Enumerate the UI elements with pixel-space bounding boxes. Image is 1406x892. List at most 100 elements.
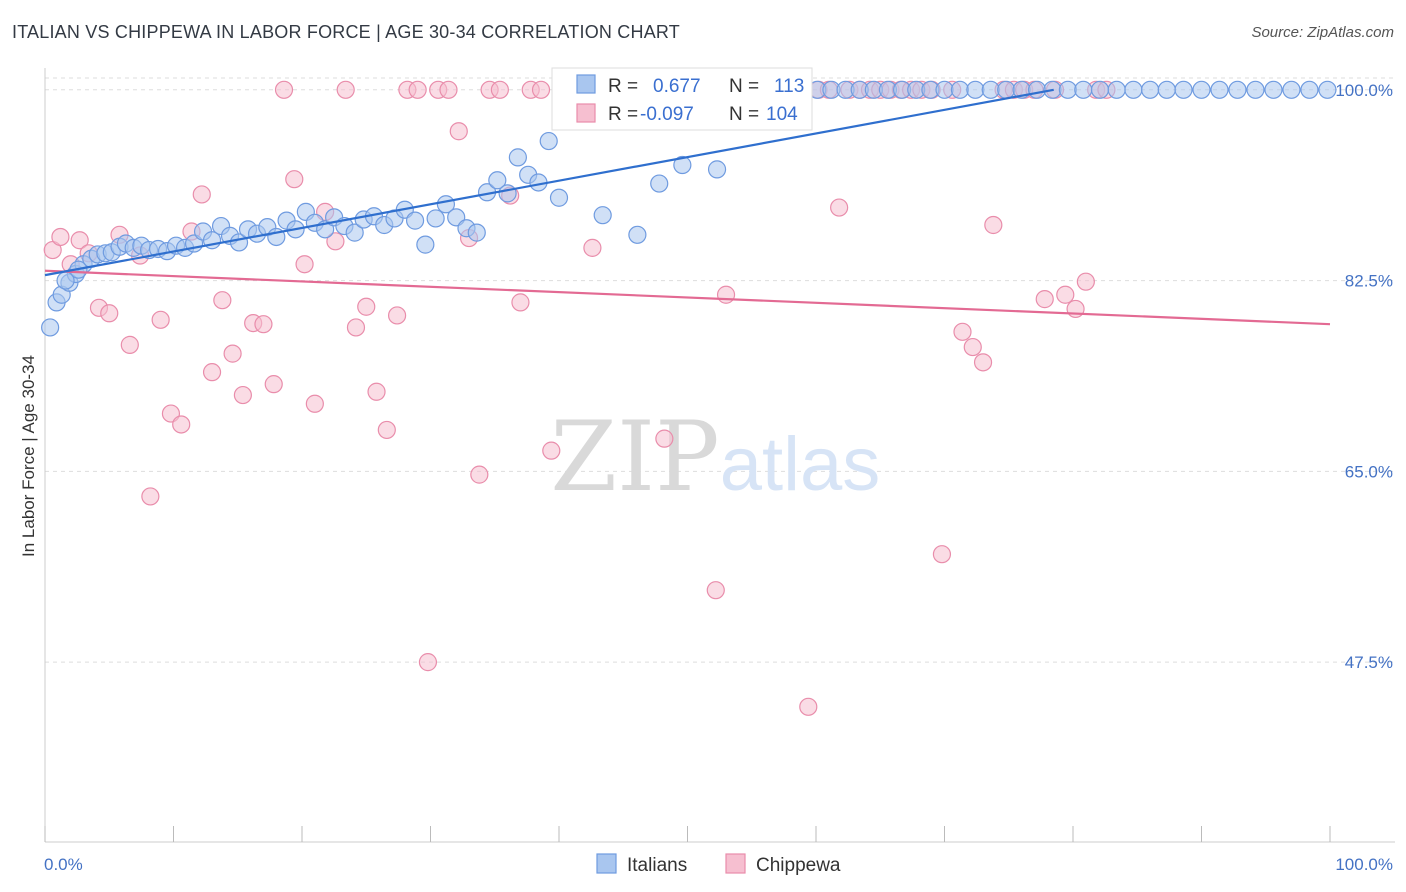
chippewa-point-89 xyxy=(953,322,972,341)
chippewa-point-28 xyxy=(326,232,345,251)
chippewa-point-30 xyxy=(346,318,366,337)
chippewa-point-97 xyxy=(1035,290,1054,309)
top-legend: R = 0.677 N = 113 R = -0.097 N = 104 xyxy=(551,67,813,131)
chippewa-point-21 xyxy=(254,315,273,334)
chippewa-point-24 xyxy=(285,170,304,189)
y-axis-label: In Labor Force | Age 30-34 xyxy=(19,355,38,557)
chippewa-point-40 xyxy=(449,122,468,141)
italians-point-36 xyxy=(345,223,364,242)
italians-point-108 xyxy=(1282,80,1301,99)
y-tick-label-3: 100.0% xyxy=(1335,81,1393,100)
italians-point-70 xyxy=(707,160,727,179)
italians-point-97 xyxy=(1090,80,1110,99)
source-label: Source: ZipAtlas.com xyxy=(1251,24,1394,41)
legend-n-label-italians: N = xyxy=(729,76,759,97)
chippewa-point-16 xyxy=(202,363,222,382)
italians-point-55 xyxy=(539,131,558,151)
chippewa-point-33 xyxy=(377,420,396,440)
italians-point-99 xyxy=(1124,80,1143,99)
chippewa-point-26 xyxy=(305,394,324,413)
italians-point-88 xyxy=(950,80,970,99)
chippewa-point-22 xyxy=(264,375,283,394)
chippewa-point-66 xyxy=(716,285,736,304)
italians-point-67 xyxy=(673,155,692,175)
italians-point-52 xyxy=(508,148,527,167)
chippewa-point-99 xyxy=(1056,285,1075,304)
chippewa-point-90 xyxy=(963,337,982,357)
legend-n-value-chippewa: 104 xyxy=(766,104,798,125)
italians-point-110 xyxy=(1318,80,1337,99)
italians-point-104 xyxy=(1210,80,1229,99)
chippewa-point-37 xyxy=(418,653,438,672)
y-tick-label-0: 47.5% xyxy=(1345,653,1393,672)
chippewa-point-39 xyxy=(439,80,458,99)
legend-r-label-italians: R = xyxy=(608,76,638,97)
legend-n-label-chippewa: N = xyxy=(729,104,759,125)
chippewa-point-31 xyxy=(357,297,376,316)
chippewa-point-15 xyxy=(192,185,211,204)
y-tick-label-1: 65.0% xyxy=(1345,462,1393,481)
italians-point-63 xyxy=(628,225,647,244)
italians-point-109 xyxy=(1300,80,1319,99)
chippewa-point-92 xyxy=(984,215,1003,235)
italians-point-101 xyxy=(1157,80,1176,99)
chippewa-point-34 xyxy=(387,306,407,325)
chippewa-point-74 xyxy=(799,697,818,716)
italians-point-102 xyxy=(1174,80,1193,99)
chippewa-point-25 xyxy=(295,255,314,274)
bottom-legend: Italians Chippewa xyxy=(596,853,841,876)
chippewa-point-1 xyxy=(51,227,70,247)
chippewa-point-23 xyxy=(274,80,294,99)
italians-point-103 xyxy=(1192,80,1211,99)
bottom-legend-swatch-italians xyxy=(596,853,617,874)
italians-point-87 xyxy=(935,80,954,99)
italians-trend-line xyxy=(44,88,1054,277)
italians-point-96 xyxy=(1074,80,1093,99)
chippewa-point-32 xyxy=(367,382,386,401)
chippewa-point-77 xyxy=(830,198,849,217)
chippewa-trend-line xyxy=(44,269,1331,326)
chippewa-point-101 xyxy=(1076,272,1095,291)
chippewa-point-87 xyxy=(932,545,952,564)
italians-point-89 xyxy=(966,80,985,99)
chippewa-point-3 xyxy=(70,231,89,250)
italians-point-48 xyxy=(467,223,486,242)
legend-r-label-chippewa: R = xyxy=(608,104,638,125)
watermark-atlas: atlas xyxy=(720,422,881,507)
italians-point-42 xyxy=(405,211,425,230)
chippewa-point-29 xyxy=(336,80,355,99)
tick-labels: 47.5% 65.0% 82.5% 100.0% 0.0% 100.0% xyxy=(44,81,1393,874)
legend-r-value-italians: 0.677 xyxy=(653,76,701,97)
chippewa-point-18 xyxy=(223,344,242,363)
italians-point-44 xyxy=(426,209,445,228)
trend-lines xyxy=(44,88,1331,326)
bottom-legend-swatch-chippewa xyxy=(725,853,746,874)
chippewa-point-19 xyxy=(233,385,252,405)
x-tick-label-0: 0.0% xyxy=(44,855,83,874)
chippewa-point-49 xyxy=(542,441,561,460)
italians-point-60 xyxy=(593,206,612,225)
chippewa-point-42 xyxy=(470,465,489,484)
chart-title: ITALIAN VS CHIPPEWA IN LABOR FORCE | AGE… xyxy=(12,22,680,42)
italians-point-91 xyxy=(997,80,1016,99)
legend-swatch-italians xyxy=(576,74,596,94)
italians-point-106 xyxy=(1246,80,1265,99)
italians-point-93 xyxy=(1027,80,1047,99)
italians-point-43 xyxy=(416,235,435,254)
italians-point-90 xyxy=(981,80,1000,99)
chippewa-point-60 xyxy=(655,429,674,448)
italians-point-56 xyxy=(549,188,569,207)
y-tick-label-2: 82.5% xyxy=(1345,272,1393,291)
chippewa-point-36 xyxy=(408,80,427,99)
chippewa-point-10 xyxy=(141,487,160,506)
legend-swatch-chippewa xyxy=(576,103,596,123)
italians-point-0 xyxy=(41,318,60,337)
italians-point-50 xyxy=(488,171,507,190)
italians-point-98 xyxy=(1107,80,1126,99)
chippewa-point-8 xyxy=(120,335,139,354)
chippewa-point-44 xyxy=(490,80,509,99)
chippewa-point-65 xyxy=(706,581,725,600)
italians-point-95 xyxy=(1058,80,1077,99)
chippewa-point-53 xyxy=(583,238,602,257)
watermark-zip: ZIP xyxy=(550,401,719,513)
